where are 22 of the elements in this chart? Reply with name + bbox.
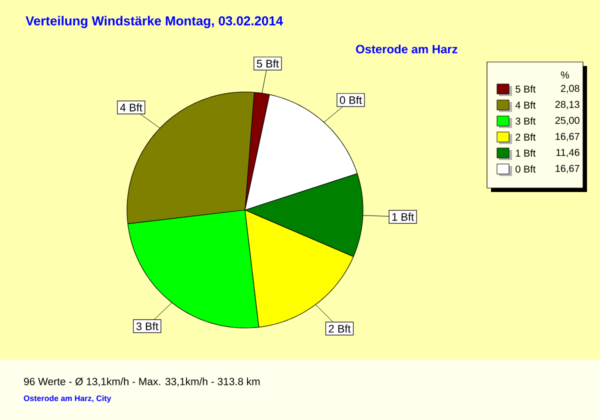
legend-label: 1 Bft [516,149,536,157]
legend-label: 3 Bft [516,117,536,125]
slice-label: 1 Bft [392,212,414,221]
text: 96 Werte - Ø 13,1km/h - Max. 33,1km/h - 313.8 km [24,378,260,386]
data-label: 28,13 [555,100,580,110]
data-label: 11,46 [556,148,580,158]
chart-title: Verteilung Windstärke Montag, 03.02.2014 [26,16,284,28]
data-label: 16,67 [556,132,580,142]
slice-label: 3 Bft [136,322,158,330]
slice-label: 5 Bft [256,60,279,68]
chart-subtitle: Osterode am Harz [356,44,458,54]
legend-title: % [560,72,570,78]
data-label: 16,67 [556,164,580,174]
legend-label: 4 Bft [515,101,536,109]
slice-label: 4 Bft [120,103,142,112]
slice-label: 0 Bft [340,96,362,104]
legend-label: 2 Bft [516,133,536,141]
slice-label: 2 Bft [328,324,351,333]
legend-label: 0 Bft [516,165,536,173]
legend-label: 5 Bft [516,85,536,93]
data-label: 25,00 [555,116,580,126]
data-label: 2,08 [560,84,580,94]
